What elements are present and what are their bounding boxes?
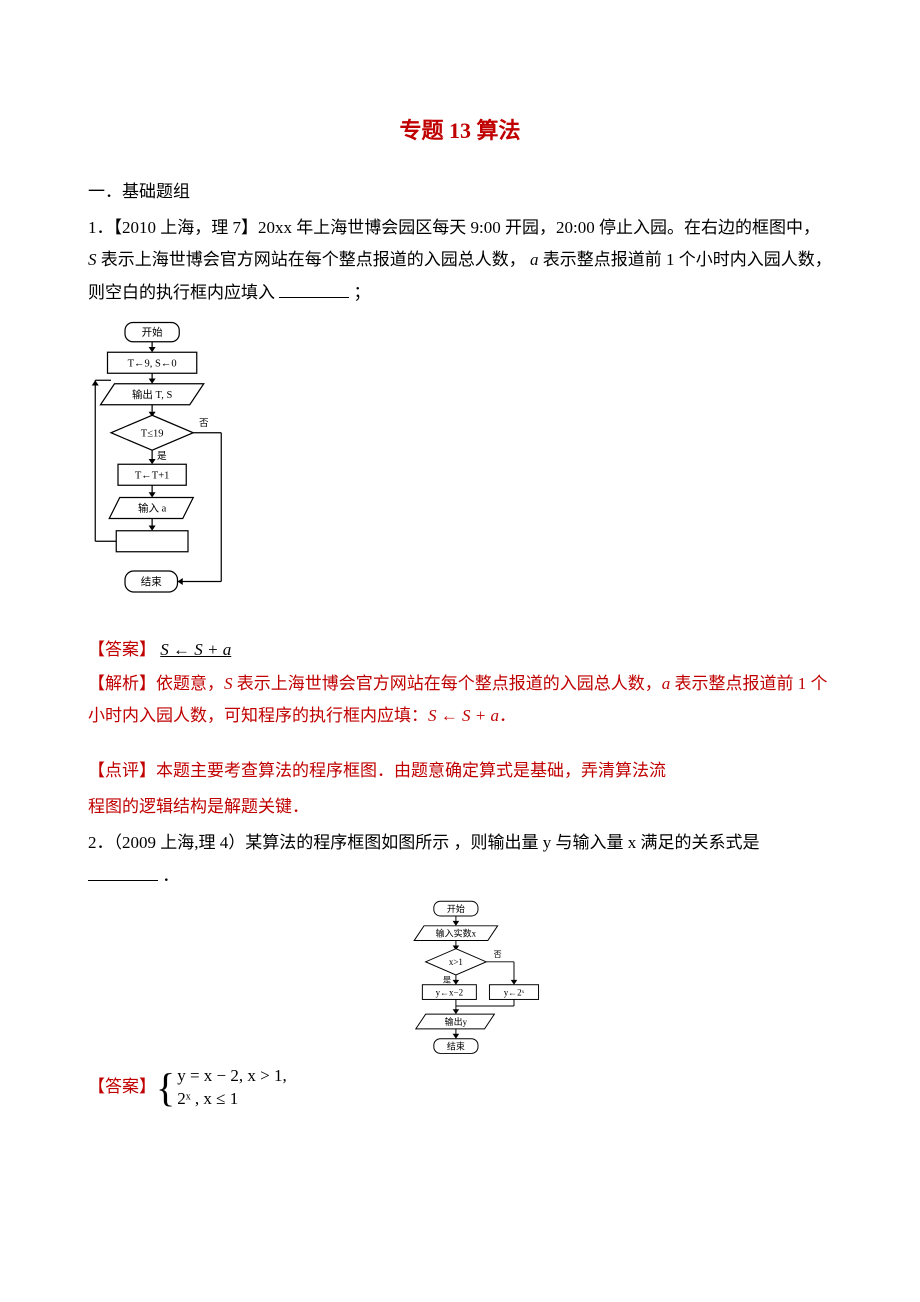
q2-period: ． — [162, 866, 179, 885]
f1-yes: 是 — [157, 451, 167, 462]
comment-label: 【点评】 — [88, 761, 156, 780]
f1-in: 输入 a — [138, 501, 167, 514]
case-bot: 2ˣ , x ≤ 1 — [177, 1088, 287, 1110]
f2-cond: x>1 — [449, 957, 463, 967]
f1-out1: 输出 T, S — [132, 388, 173, 401]
q1-answer: 【答案】 S ← S + a — [88, 634, 832, 666]
f2-yes: 是 — [443, 975, 451, 984]
answer-label: 【答案】 — [88, 640, 156, 659]
q1-a: a — [530, 250, 539, 269]
comment-t1: 本题主要考查算法的程序框图．由题意确定算式是基础，弄清算法流 — [156, 761, 666, 780]
analysis-label: 【解析】 — [88, 674, 156, 693]
q2-blank — [88, 863, 158, 881]
q2-prefix: 2．（2009 上海,理 4）某算法的程序框图如图所示 ，则输出量 y 与输入量… — [88, 833, 760, 852]
analysis-S: S — [224, 674, 233, 693]
f1-cond: T≤19 — [141, 428, 164, 439]
analysis-period: ． — [499, 706, 516, 725]
f2-no: 否 — [494, 950, 502, 959]
f1-no: 否 — [199, 418, 209, 429]
section-heading: 一．基础题组 — [88, 176, 832, 208]
q1-analysis: 【解析】依题意，S 表示上海世博会官方网站在每个整点报道的入园总人数，a 表示整… — [88, 668, 832, 733]
analysis-a: a — [662, 674, 671, 693]
analysis-formula: S ← S + a — [428, 706, 499, 725]
q2-statement: 2．（2009 上海,理 4）某算法的程序框图如图所示 ，则输出量 y 与输入量… — [88, 827, 832, 892]
f1-assign: T←T+1 — [135, 470, 170, 481]
q1-answer-formula: S ← S + a — [160, 640, 231, 659]
f1-end: 结束 — [141, 575, 162, 588]
answer-label-2: 【答案】 — [88, 1071, 156, 1103]
f2-end: 结束 — [447, 1040, 465, 1051]
f1-start: 开始 — [142, 326, 163, 339]
f2-out: 输出y — [445, 1016, 468, 1027]
q1-statement: 1．【2010 上海，理 7】20xx 年上海世博会园区每天 9:00 开园，2… — [88, 212, 832, 309]
q1-S: S — [88, 250, 97, 269]
q1-semicolon: ； — [354, 283, 371, 302]
q1-comment-2: 程图的逻辑结构是解题关键． — [88, 791, 832, 823]
q1-prefix: 1．【2010 上海，理 7】20xx 年上海世博会园区每天 9:00 开园，2… — [88, 218, 820, 237]
q1-flowchart: 开始 T←9, S←0 输出 T, S T≤19 否 是 T←T+1 输入 a … — [90, 319, 230, 617]
q2-flowchart: 开始 输入实数x x>1 是 否 y←x−2 y←2ˣ 输出y 结束 — [370, 898, 550, 1062]
q1-blank — [279, 280, 349, 298]
f1-init: T←9, S←0 — [128, 358, 177, 369]
brace-icon: { — [156, 1066, 175, 1110]
f2-a1: y←x−2 — [436, 987, 464, 997]
analysis-t2: 表示上海世博会官方网站在每个整点报道的入园总人数， — [233, 674, 662, 693]
f2-in: 输入实数x — [436, 927, 477, 938]
case-top: y = x − 2, x > 1, — [177, 1065, 287, 1087]
f2-a2: y←2ˣ — [504, 987, 525, 997]
page-title: 专题 13 算法 — [88, 110, 832, 152]
q1-txt2: 表示上海世博会官方网站在每个整点报道的入园总人数， — [101, 250, 526, 269]
f2-start: 开始 — [447, 903, 465, 914]
q1-comment-1: 【点评】本题主要考查算法的程序框图．由题意确定算式是基础，弄清算法流 — [88, 755, 832, 787]
q2-answer: 【答案】 { y = x − 2, x > 1, 2ˣ , x ≤ 1 — [88, 1065, 832, 1109]
analysis-t1: 依题意， — [156, 674, 224, 693]
